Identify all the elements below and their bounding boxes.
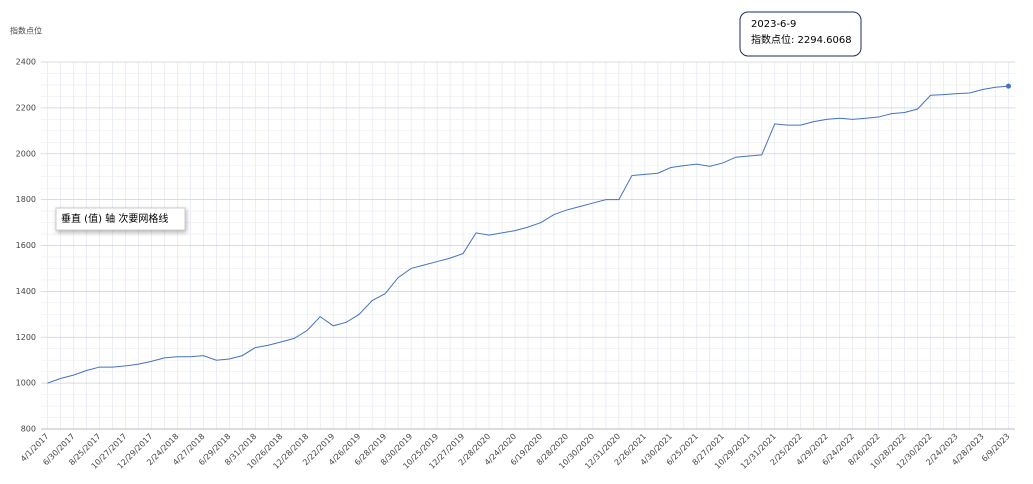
y-tick-label: 1800 [16, 195, 36, 204]
hover-label: 垂直 (值) 轴 次要网格线 [61, 212, 168, 225]
hover-label-box [55, 207, 186, 231]
tooltip-date: 2023-6-9 [751, 19, 796, 30]
hover-marker [1006, 83, 1012, 89]
y-tick-label: 2400 [16, 58, 36, 67]
line [47, 85, 1009, 384]
y-tick-label: 2000 [16, 149, 36, 158]
x-tick-label: 6/9/2023 [980, 432, 1012, 464]
y-axis-label: 指数点位 [10, 26, 42, 36]
y-tick-label: 800 [21, 425, 36, 434]
tooltip-text: 指数点位: 2294.6068 [751, 33, 852, 46]
y-tick-label: 1400 [16, 287, 36, 296]
y-tick-label: 1200 [16, 333, 36, 342]
y-tick-label: 1000 [16, 379, 36, 388]
tooltip-box [739, 11, 862, 57]
y-tick-label: 2200 [16, 103, 36, 112]
y-tick-label: 1600 [16, 241, 36, 250]
